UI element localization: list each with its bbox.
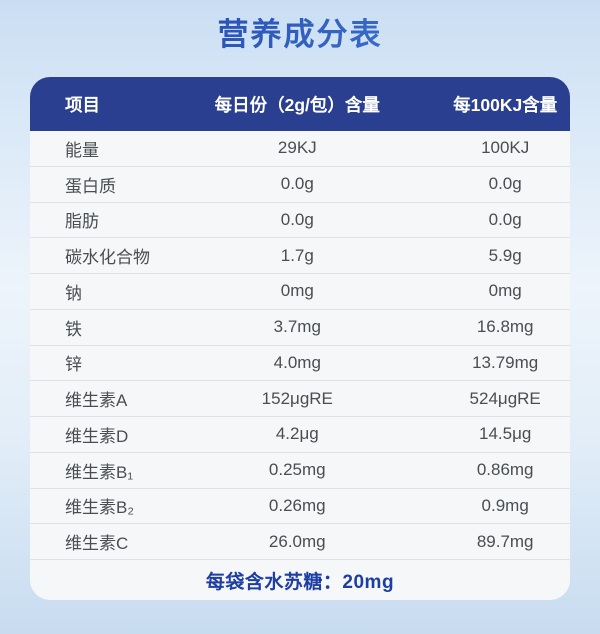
per-100kj-value-cell: 100KJ <box>481 138 530 158</box>
table-body: 能量 29KJ 100KJ 蛋白质 0.0g 0.0g 脂肪 0.0g 0.0g… <box>30 131 570 560</box>
per-serving-value-cell: 0.25mg <box>268 460 326 480</box>
table-row: 维生素B₂ 0.26mg 0.9mg <box>30 489 570 525</box>
per-serving-value-cell: 1.7g <box>280 245 314 265</box>
per-100kj-value-cell: 0.0g <box>488 209 522 229</box>
per-serving-value-cell: 0.26mg <box>268 495 326 515</box>
nutrient-name-cell: 蛋白质 <box>65 176 116 196</box>
per-100kj-value-cell: 0.86mg <box>476 460 534 480</box>
per-100kj-value-cell: 524μgRE <box>469 388 541 408</box>
nutrient-name-cell: 维生素A <box>65 391 128 411</box>
per-100kj-value-cell: 89.7mg <box>476 531 534 551</box>
table-row: 维生素B₁ 0.25mg 0.86mg <box>30 453 570 489</box>
per-serving-value-cell: 0.0g <box>280 174 314 194</box>
table-row: 脂肪 0.0g 0.0g <box>30 203 570 239</box>
table-row: 锌 4.0mg 13.79mg <box>30 346 570 382</box>
per-serving-value-cell: 29KJ <box>277 138 317 158</box>
table-row: 维生素A 152μgRE 524μgRE <box>30 381 570 417</box>
column-header-per-serving: 每日份（2g/包）含量 <box>214 94 380 115</box>
column-header-item: 项目 <box>65 94 100 115</box>
table-row: 维生素C 26.0mg 89.7mg <box>30 524 570 560</box>
table-row: 钠 0mg 0mg <box>30 274 570 310</box>
per-100kj-value-cell: 0mg <box>488 281 522 301</box>
table-row: 碳水化合物 1.7g 5.9g <box>30 238 570 274</box>
per-100kj-value-cell: 0.0g <box>488 174 522 194</box>
per-100kj-value-cell: 13.79mg <box>472 352 539 372</box>
table-row: 维生素D 4.2μg 14.5μg <box>30 417 570 453</box>
per-serving-value-cell: 0mg <box>280 281 314 301</box>
nutrient-name-cell: 能量 <box>65 140 99 160</box>
nutrient-name-cell: 脂肪 <box>65 212 99 232</box>
nutrient-name-cell: 维生素B₁ <box>65 462 134 482</box>
per-serving-value-cell: 4.2μg <box>275 424 319 444</box>
stachyose-footnote: 每袋含水苏糖：20mg <box>205 571 395 593</box>
table-header-row: 项目 每日份（2g/包）含量 每100KJ含量 <box>30 77 570 131</box>
per-100kj-value-cell: 5.9g <box>488 245 522 265</box>
table-row: 能量 29KJ 100KJ <box>30 131 570 167</box>
per-serving-value-cell: 3.7mg <box>273 317 321 337</box>
nutrient-name-cell: 碳水化合物 <box>65 248 150 268</box>
table-row: 蛋白质 0.0g 0.0g <box>30 167 570 203</box>
per-serving-value-cell: 26.0mg <box>268 531 326 551</box>
per-serving-value-cell: 0.0g <box>280 209 314 229</box>
nutrient-name-cell: 铁 <box>65 319 82 339</box>
page-title: 营养成分表 <box>0 9 600 54</box>
per-100kj-value-cell: 16.8mg <box>476 317 534 337</box>
nutrient-name-cell: 锌 <box>65 355 82 375</box>
nutrient-name-cell: 钠 <box>65 283 82 303</box>
nutrient-name-cell: 维生素C <box>65 534 129 554</box>
table-row: 铁 3.7mg 16.8mg <box>30 310 570 346</box>
nutrient-name-cell: 维生素D <box>65 426 129 446</box>
column-header-per-100kj: 每100KJ含量 <box>453 94 558 115</box>
nutrition-table-card: 项目 每日份（2g/包）含量 每100KJ含量 能量 29KJ 100KJ 蛋白… <box>30 77 570 600</box>
nutrient-name-cell: 维生素B₂ <box>65 498 134 518</box>
per-serving-value-cell: 4.0mg <box>273 352 321 372</box>
per-100kj-value-cell: 14.5μg <box>479 424 532 444</box>
per-100kj-value-cell: 0.9mg <box>481 495 529 515</box>
per-serving-value-cell: 152μgRE <box>261 388 333 408</box>
